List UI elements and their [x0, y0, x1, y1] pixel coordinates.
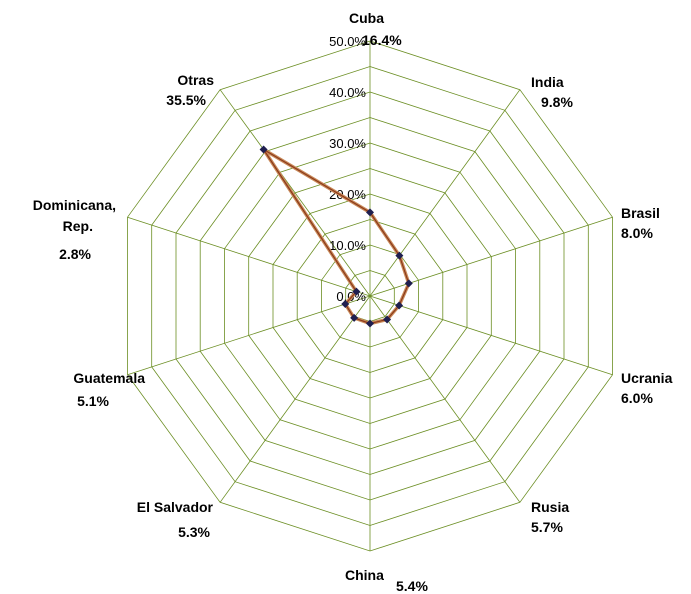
category-label: Brasil	[621, 205, 660, 221]
grid-spoke	[127, 216, 371, 297]
value-label: 5.4%	[396, 578, 428, 594]
data-point	[366, 319, 374, 328]
data-point	[352, 287, 361, 296]
grid-spoke	[219, 89, 371, 297]
data-point	[404, 279, 413, 288]
grid-spoke	[219, 295, 371, 503]
data-point	[383, 315, 392, 324]
data-point	[350, 313, 359, 322]
r-tick-label: 50.0%	[329, 34, 366, 49]
category-label: Rep.	[63, 218, 93, 234]
r-tick-label: 10.0%	[329, 238, 366, 253]
r-tick-label: 40.0%	[329, 85, 366, 100]
category-label: Otras	[177, 72, 214, 88]
value-label: 16.4%	[362, 32, 402, 48]
category-label: India	[531, 74, 564, 90]
data-point	[366, 208, 374, 217]
data-point	[395, 301, 404, 310]
category-labels: Cuba 16.4% India 9.8% Brasil 8.0% Ucrania 6.0% R…	[33, 10, 673, 594]
category-label: China	[345, 567, 384, 583]
grid-spoke	[369, 89, 521, 297]
radar-spokes	[127, 41, 613, 551]
value-label: 9.8%	[541, 94, 573, 110]
data-point	[259, 145, 268, 154]
r-tick-label: 20.0%	[329, 187, 366, 202]
category-label: El Salvador	[137, 499, 214, 515]
value-label: 2.8%	[59, 246, 91, 262]
value-label: 5.1%	[77, 393, 109, 409]
grid-spoke	[369, 295, 613, 376]
value-label: 35.5%	[166, 92, 206, 108]
category-label: Rusia	[531, 499, 569, 515]
value-label: 6.0%	[621, 390, 653, 406]
category-label: Guatemala	[73, 370, 145, 386]
value-label: 5.3%	[178, 524, 210, 540]
category-label: Cuba	[349, 10, 384, 26]
radial-tick-labels: 0.0%10.0%20.0%30.0%40.0%50.0%	[329, 34, 366, 304]
category-label: Dominicana,	[33, 197, 116, 213]
value-label: 8.0%	[621, 225, 653, 241]
r-tick-label: 30.0%	[329, 136, 366, 151]
data-point	[341, 300, 350, 309]
grid-spoke	[369, 295, 521, 503]
category-label: Ucrania	[621, 370, 673, 386]
series-layer	[259, 145, 413, 328]
grid-spoke	[127, 295, 371, 376]
value-label: 5.7%	[531, 519, 563, 535]
data-point	[395, 251, 404, 260]
